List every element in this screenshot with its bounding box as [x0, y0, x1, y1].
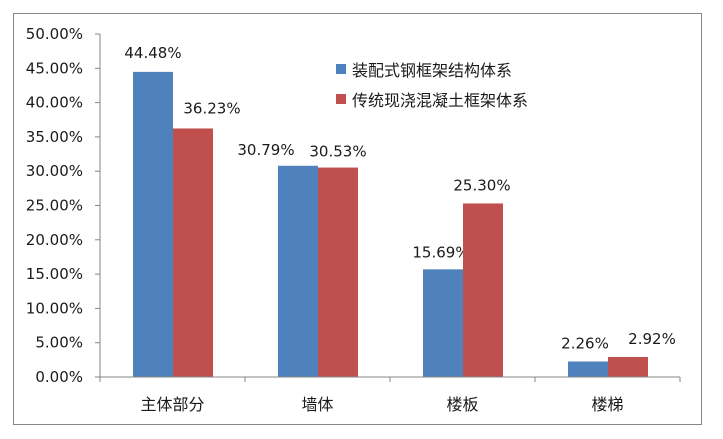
data-label: 44.48% — [124, 44, 181, 62]
data-label: 15.69% — [412, 243, 469, 261]
category-label: 楼梯 — [591, 395, 623, 414]
legend: 装配式钢框架结构体系 传统现浇混凝土框架体系 — [336, 54, 528, 114]
legend-item-cast-concrete: 传统现浇混凝土框架体系 — [336, 84, 528, 114]
legend-swatch-red-icon — [336, 94, 346, 104]
category-label: 主体部分 — [140, 395, 204, 414]
legend-label: 装配式钢框架结构体系 — [352, 61, 513, 80]
y-tick-label: 20.00% — [26, 231, 83, 249]
category-label: 墙体 — [301, 395, 333, 414]
bar — [608, 356, 648, 377]
y-tick-label: 40.00% — [26, 94, 83, 112]
y-tick-label: 30.00% — [26, 162, 83, 180]
legend-label: 传统现浇混凝土框架体系 — [352, 91, 529, 110]
y-tick-label: 5.00% — [35, 334, 83, 352]
data-label: 2.92% — [628, 330, 676, 348]
y-tick-label: 25.00% — [26, 197, 83, 215]
data-label: 2.26% — [561, 334, 609, 352]
bar — [463, 203, 503, 377]
data-label: 36.23% — [183, 99, 240, 117]
bar — [423, 269, 463, 377]
legend-swatch-blue-icon — [336, 64, 346, 74]
data-label: 30.53% — [309, 143, 366, 161]
bar — [133, 71, 173, 378]
y-tick-label: 0.00% — [35, 368, 83, 386]
bar — [318, 167, 358, 377]
y-tick-label: 45.00% — [26, 59, 83, 77]
bar — [568, 361, 608, 377]
data-label: 30.79% — [237, 141, 294, 159]
y-tick-label: 15.00% — [26, 265, 83, 283]
category-label: 楼板 — [446, 395, 478, 414]
y-tick-label: 50.00% — [26, 25, 83, 43]
bar — [278, 165, 318, 377]
y-tick-label: 35.00% — [26, 128, 83, 146]
legend-item-steel-frame: 装配式钢框架结构体系 — [336, 54, 528, 84]
y-tick-label: 10.00% — [26, 299, 83, 317]
bar — [173, 128, 213, 377]
data-label: 25.30% — [453, 176, 510, 194]
